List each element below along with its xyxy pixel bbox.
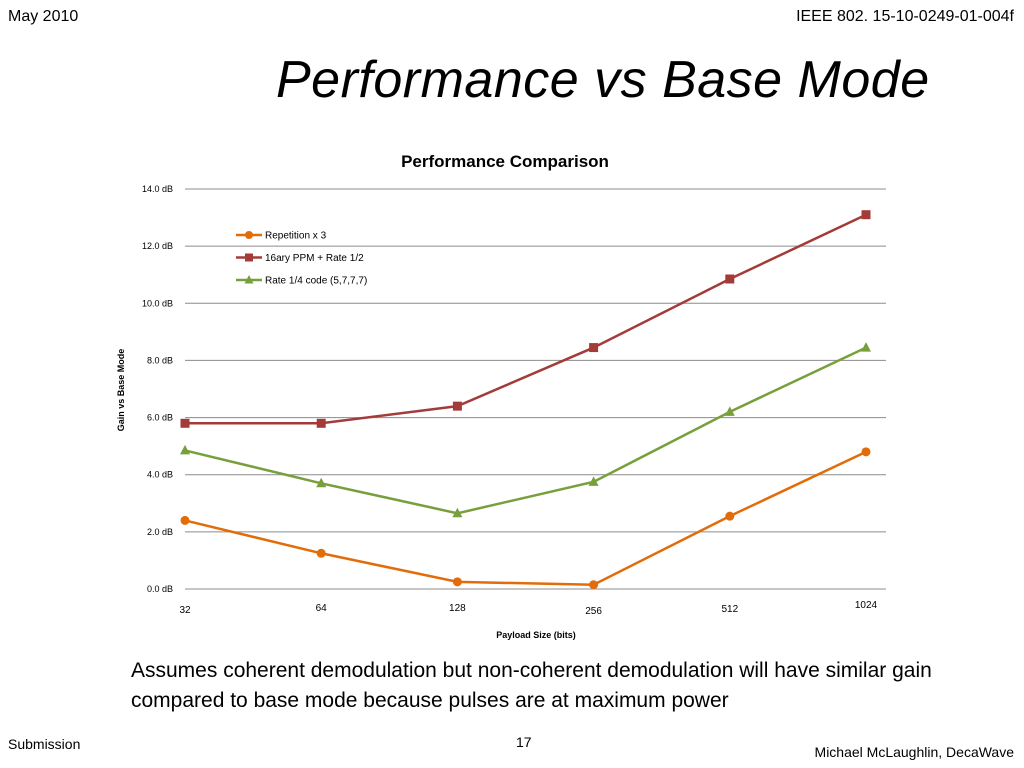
legend: Repetition x 3 16ary PPM + Rate 1/2 Rate 1…	[236, 231, 367, 287]
y-tick-label: 10.0 dB	[142, 298, 173, 308]
data-point	[316, 418, 326, 428]
legend-label: Repetition x 3	[265, 231, 327, 242]
x-tick-label: 128	[449, 603, 466, 614]
x-tick-label: 1024	[855, 600, 878, 611]
x-tick-label: 64	[316, 603, 328, 614]
series-line	[184, 450, 867, 586]
footer-submission: Submission	[8, 736, 81, 752]
y-tick-label: 12.0 dB	[142, 241, 173, 251]
y-tick-labels: 0.0 dB 2.0 dB 4.0 dB 6.0 dB 8.0 dB 10.0 dB 12.…	[142, 184, 173, 594]
performance-chart: Performance Comparison 0.0 dB 2.0 dB 4.0 d…	[116, 152, 886, 640]
data-point	[724, 406, 735, 416]
data-point	[316, 477, 327, 488]
data-point	[180, 515, 190, 525]
legend-marker	[245, 231, 253, 239]
series-line	[184, 346, 867, 515]
data-point	[861, 447, 871, 457]
slide-title: Performance vs Base Mode	[276, 51, 930, 109]
x-axis-label: Payload Size (bits)	[496, 630, 576, 640]
x-tick-label: 32	[179, 605, 191, 616]
data-point	[452, 401, 462, 411]
header-date: May 2010	[8, 8, 79, 25]
series-layer	[180, 210, 871, 590]
legend-label: Rate 1/4 code (5,7,7,7)	[265, 276, 367, 287]
page-number: 17	[516, 734, 532, 750]
data-point	[452, 577, 462, 587]
data-point	[588, 476, 599, 486]
x-tick-label: 512	[721, 604, 738, 615]
data-point	[725, 274, 735, 284]
y-tick-label: 0.0 dB	[147, 584, 173, 594]
y-tick-label: 6.0 dB	[147, 413, 173, 423]
legend-label: 16ary PPM + Rate 1/2	[265, 253, 364, 264]
x-tick-labels: 32 64 128 256 512 1024	[179, 600, 877, 617]
chart-title: Performance Comparison	[401, 152, 609, 171]
data-point	[452, 507, 463, 518]
series-square	[180, 210, 871, 428]
series-line	[185, 213, 867, 425]
data-point	[180, 418, 190, 428]
data-point	[316, 548, 326, 558]
data-point	[589, 343, 599, 353]
footnote-text: Assumes coherent demodulation but non-co…	[131, 659, 932, 712]
data-point	[861, 210, 871, 220]
legend-marker	[245, 253, 253, 262]
y-tick-label: 14.0 dB	[142, 184, 173, 194]
y-tick-label: 8.0 dB	[147, 355, 173, 365]
series-circle	[180, 447, 871, 590]
x-tick-label: 256	[585, 606, 602, 617]
y-axis-label: Gain vs Base Mode	[116, 349, 126, 432]
data-point	[589, 580, 599, 590]
footer-author: Michael McLaughlin, DecaWave	[814, 744, 1014, 760]
header-doc-id: IEEE 802. 15-10-0249-01-004f	[796, 8, 1014, 25]
y-tick-label: 2.0 dB	[147, 527, 173, 537]
y-tick-label: 4.0 dB	[147, 470, 173, 480]
data-point	[861, 342, 871, 352]
legend-marker	[244, 275, 254, 284]
data-point	[725, 511, 735, 521]
gridlines	[185, 188, 886, 590]
data-point	[180, 444, 190, 455]
series-triangle	[180, 342, 871, 518]
